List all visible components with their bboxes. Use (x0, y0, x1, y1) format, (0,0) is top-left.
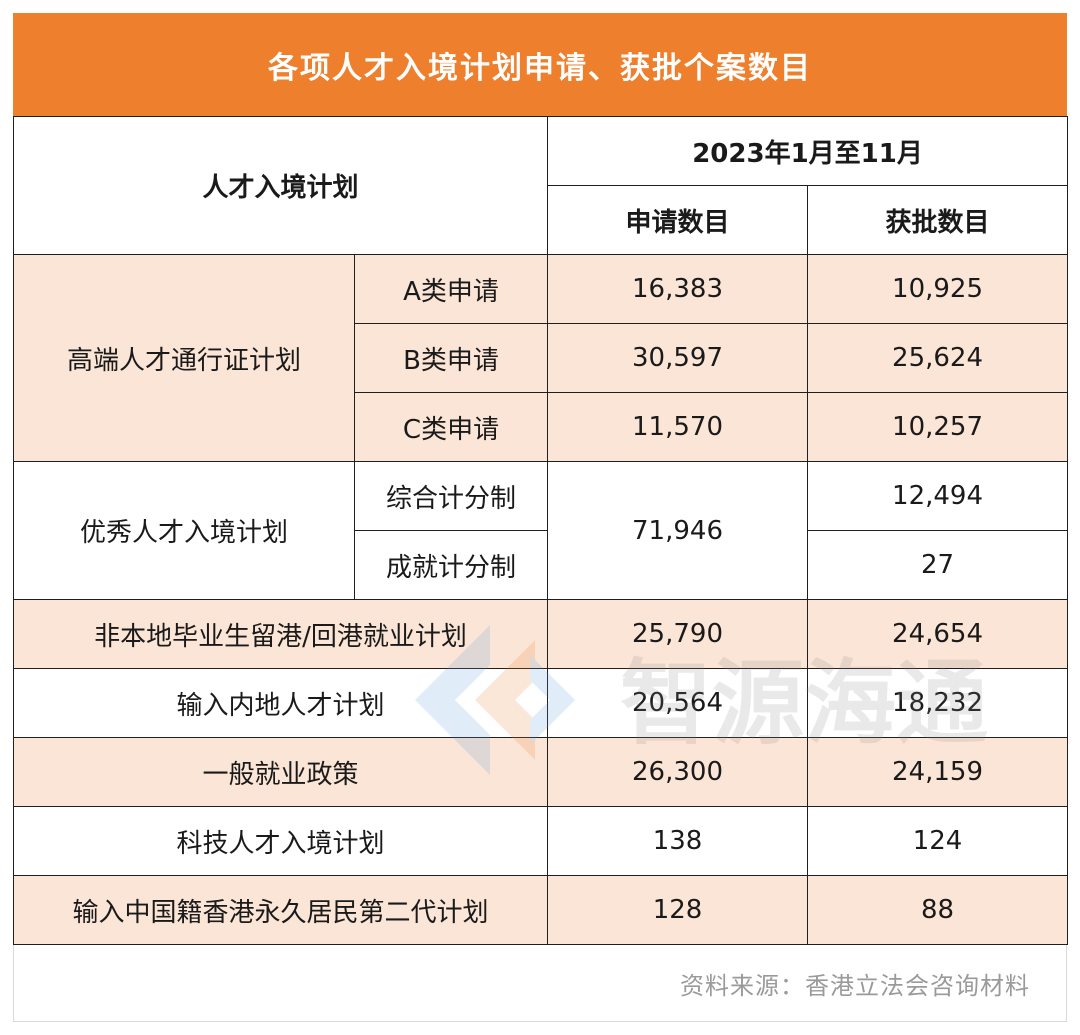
scheme-name: 输入内地人才计划 (12, 668, 549, 738)
table-row: 优秀人才入境计划 综合计分制 71,946 12,494 (13, 461, 1069, 600)
scheme-name: 高端人才通行证计划 (13, 254, 355, 462)
table-title: 各项人才入境计划申请、获批个案数目 (13, 13, 1067, 116)
applications-count: 30,597 (547, 323, 809, 393)
table-row: 输入中国籍香港永久居民第二代计划 128 88 (12, 875, 1069, 945)
approvals-count: 124 (807, 806, 1069, 876)
approvals-count: 27 (807, 530, 1069, 600)
applications-count: 11,570 (547, 392, 809, 462)
table-row: 非本地毕业生留港/回港就业计划 25,790 24,654 (12, 599, 1069, 669)
table-row: 输入内地人才计划 20,564 18,232 (12, 668, 1069, 738)
sub-category: 成就计分制 (353, 530, 549, 600)
header-applications: 申请数目 (547, 185, 809, 255)
applications-count: 20,564 (547, 668, 809, 738)
applications-count: 138 (547, 806, 809, 876)
approvals-count: 18,232 (807, 668, 1069, 738)
applications-count: 71,946 (547, 461, 809, 600)
sub-category: B类申请 (353, 323, 549, 393)
approvals-count: 12,494 (807, 461, 1069, 531)
table-row: B类申请 30,597 25,624 (14, 323, 1069, 393)
applications-count: 128 (547, 875, 809, 945)
header-plan: 人才入境计划 (12, 116, 549, 255)
applications-count: 26,300 (547, 737, 809, 807)
approvals-count: 10,925 (807, 254, 1069, 324)
scheme-name: 一般就业政策 (12, 737, 549, 807)
approvals-count: 24,654 (807, 599, 1069, 669)
applications-count: 25,790 (547, 599, 809, 669)
approvals-count: 10,257 (807, 392, 1069, 462)
approvals-count: 25,624 (807, 323, 1069, 393)
header-period: 2023年1月至11月 (547, 116, 1069, 186)
table-row: 高端人才通行证计划 A类申请 16,383 10,925 (13, 254, 1069, 462)
source-note: 资料来源：香港立法会咨询材料 (680, 972, 1030, 1000)
talent-schemes-table: 人才入境计划 2023年1月至11月 申请数目 获批数目 高端人才通行证计划 A… (12, 116, 1069, 945)
table-row: 成就计分制 27 (14, 530, 1069, 600)
sub-category: 综合计分制 (353, 461, 549, 531)
header-approvals: 获批数目 (807, 185, 1069, 255)
scheme-name: 优秀人才入境计划 (13, 461, 355, 600)
sub-category: A类申请 (353, 254, 549, 324)
approvals-count: 88 (807, 875, 1069, 945)
sub-category: C类申请 (353, 392, 549, 462)
table-row: C类申请 11,570 10,257 (14, 392, 1069, 462)
scheme-name: 输入中国籍香港永久居民第二代计划 (12, 875, 549, 945)
approvals-count: 24,159 (807, 737, 1069, 807)
applications-count: 16,383 (547, 254, 809, 324)
scheme-name: 非本地毕业生留港/回港就业计划 (12, 599, 549, 669)
scheme-name: 科技人才入境计划 (12, 806, 549, 876)
table-row: 科技人才入境计划 138 124 (12, 806, 1069, 876)
table-row: 一般就业政策 26,300 24,159 (12, 737, 1069, 807)
